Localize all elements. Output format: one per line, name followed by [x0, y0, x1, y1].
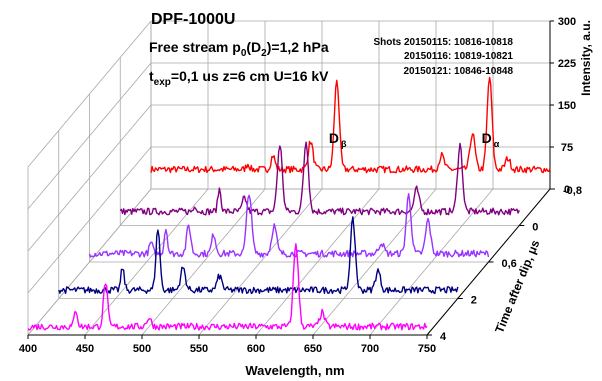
- z-tick-label: 150: [558, 100, 576, 112]
- y-tick-label: 0: [532, 222, 538, 234]
- annotation-exposure: texp=0,1 us z=6 cm U=16 kV: [149, 68, 329, 88]
- x-axis-label: Wavelength, nm: [245, 363, 344, 378]
- x-tick-label: 650: [304, 343, 322, 355]
- z-tick-label: 0: [564, 184, 570, 196]
- x-tick-label: 500: [133, 343, 151, 355]
- x-tick-label: 550: [190, 343, 208, 355]
- shots-line-3: 20150121: 10846-10848: [403, 66, 513, 77]
- z-tick-label: 300: [558, 16, 576, 28]
- y-axis-label: Time after dip, μs: [492, 238, 542, 335]
- z-tick-label: 225: [558, 58, 576, 70]
- grid: [27, 20, 551, 336]
- spectrum-line-0: [119, 141, 520, 216]
- x-tick-label: 750: [418, 343, 436, 355]
- shots-line-2: 20150116: 10819-10821: [404, 51, 513, 62]
- x-tick-label: 600: [247, 343, 265, 355]
- y-tick-label: 0,6: [502, 258, 517, 270]
- y-tick-label: 4: [440, 331, 447, 343]
- y-tick-label: -0,8: [563, 185, 582, 197]
- spectrum-line-4: [27, 243, 428, 331]
- labels: 400 450 500 550 600 650 700 750 0 75 150 225 300 -0,8…: [19, 16, 582, 355]
- z-tick-label: 75: [561, 142, 573, 154]
- z-axis-label: Intensity, a.u.: [579, 20, 593, 96]
- y-tick-label: 2: [471, 295, 477, 307]
- x-tick-label: 450: [76, 343, 94, 355]
- x-tick-label: 400: [19, 343, 37, 355]
- series: [27, 76, 551, 331]
- chart-title: DPF-1000U: [151, 11, 235, 28]
- axes: [27, 20, 555, 339]
- shots-line-1: Shots 20150115: 10816-10818: [373, 37, 513, 48]
- annotation-pressure: Free stream p0(D2)=1,2 hPa: [149, 39, 329, 59]
- x-tick-label: 700: [361, 343, 379, 355]
- spectrum-line-2: [58, 216, 459, 295]
- spectrum-line--0,8: [150, 76, 551, 174]
